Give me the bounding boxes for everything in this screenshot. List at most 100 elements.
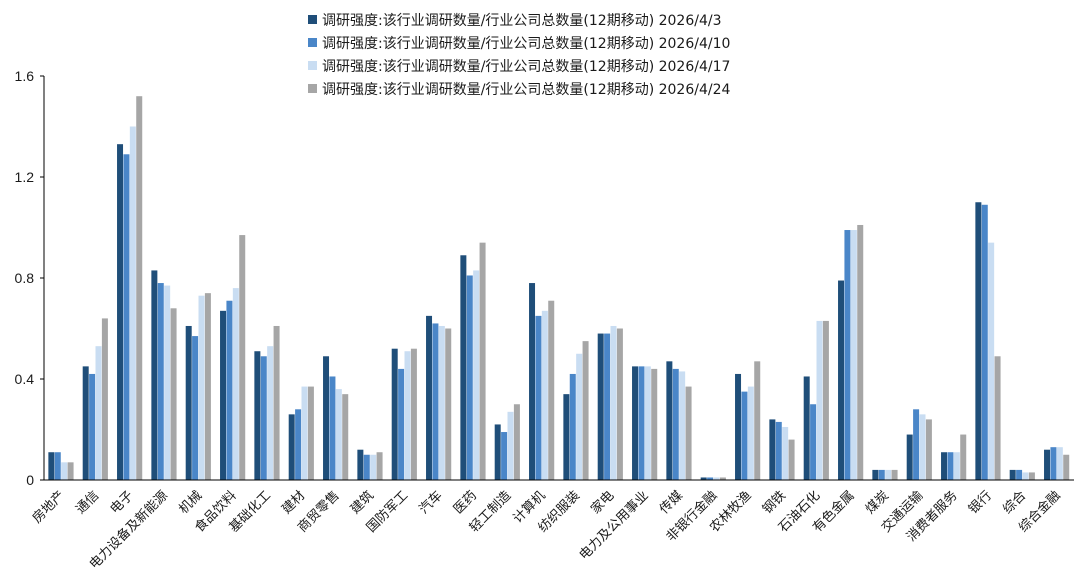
bar bbox=[117, 144, 124, 481]
x-tick-label: 综合 bbox=[1000, 488, 1029, 517]
bar bbox=[357, 449, 364, 480]
bar bbox=[198, 295, 205, 480]
bar bbox=[666, 361, 673, 480]
legend-swatch bbox=[308, 15, 317, 24]
bar bbox=[501, 432, 508, 480]
bar bbox=[857, 224, 864, 480]
bars bbox=[48, 96, 1070, 481]
bar bbox=[220, 310, 227, 480]
y-axis: 0 0.4 0.8 1.2 1.6 bbox=[15, 68, 45, 488]
bar bbox=[1016, 469, 1023, 480]
bar bbox=[644, 366, 651, 480]
x-tick-label: 钢铁 bbox=[760, 488, 789, 517]
bar bbox=[494, 424, 501, 480]
bar bbox=[460, 255, 467, 480]
legend-label: 调研强度:该行业调研数量/行业公司总数量(12期移动) 2026/4/24 bbox=[322, 81, 731, 98]
bar bbox=[48, 452, 55, 480]
legend-swatch bbox=[308, 38, 317, 47]
bar bbox=[947, 452, 954, 480]
bar bbox=[775, 421, 782, 480]
bar bbox=[157, 283, 164, 480]
x-axis: 房地产 通信 电子电力设备及新能源 机械食品饮料基础化工 建材商贸零售 建筑国防军工 汽车医… bbox=[29, 479, 1074, 572]
bar bbox=[529, 283, 536, 480]
bar bbox=[651, 368, 658, 480]
bar bbox=[432, 323, 439, 480]
bar bbox=[239, 235, 246, 480]
bar bbox=[822, 320, 829, 480]
bar bbox=[391, 348, 398, 480]
legend-label: 调研强度:该行业调研数量/行业公司总数量(12期移动) 2026/4/3 bbox=[322, 12, 722, 29]
bar bbox=[410, 348, 417, 480]
bar bbox=[129, 126, 136, 480]
x-tick-label: 医药 bbox=[451, 488, 480, 517]
bar bbox=[479, 242, 486, 480]
legend-label: 调研强度:该行业调研数量/行业公司总数量(12期移动) 2026/4/17 bbox=[322, 58, 731, 75]
bar bbox=[885, 469, 892, 480]
x-tick-label: 煤炭 bbox=[863, 488, 892, 517]
x-tick-label: 家电 bbox=[588, 488, 618, 518]
bar bbox=[988, 242, 995, 480]
bar bbox=[363, 454, 370, 480]
bar bbox=[1022, 472, 1029, 480]
bar bbox=[295, 409, 302, 480]
bar bbox=[101, 318, 108, 480]
bar bbox=[597, 333, 604, 480]
bar bbox=[719, 477, 726, 480]
bar bbox=[329, 376, 336, 480]
bar bbox=[273, 325, 280, 480]
bar bbox=[301, 386, 308, 480]
bar bbox=[61, 462, 68, 480]
bar bbox=[975, 202, 982, 480]
bar bbox=[370, 454, 377, 480]
bar bbox=[254, 351, 261, 480]
bar bbox=[610, 325, 617, 480]
bar bbox=[685, 386, 692, 480]
bar bbox=[735, 373, 742, 480]
bar bbox=[604, 333, 611, 480]
bar bbox=[582, 341, 589, 480]
bar bbox=[404, 351, 411, 480]
x-tick-label: 建材 bbox=[279, 488, 308, 517]
legend-label: 调研强度:该行业调研数量/行业公司总数量(12期移动) 2026/4/10 bbox=[322, 35, 731, 52]
bar bbox=[994, 356, 1001, 480]
y-tick-label: 1.6 bbox=[15, 68, 35, 84]
bar bbox=[204, 293, 211, 480]
bar bbox=[872, 469, 879, 480]
bar bbox=[95, 346, 102, 480]
bar bbox=[164, 285, 171, 480]
bar bbox=[192, 336, 199, 480]
bar bbox=[679, 371, 686, 480]
bar bbox=[541, 310, 548, 480]
bar bbox=[850, 230, 857, 480]
bar bbox=[1044, 449, 1051, 480]
bar bbox=[1056, 447, 1063, 480]
bar bbox=[170, 308, 177, 480]
bar bbox=[878, 469, 885, 480]
y-tick-label: 0 bbox=[26, 472, 34, 488]
bar bbox=[754, 361, 761, 480]
x-tick-label: 机械 bbox=[176, 488, 205, 517]
bar bbox=[89, 373, 96, 480]
bar bbox=[507, 411, 514, 480]
x-tick-label: 汽车 bbox=[416, 488, 446, 518]
bar bbox=[1028, 472, 1035, 480]
bar bbox=[960, 434, 967, 480]
bar bbox=[919, 414, 926, 480]
bar bbox=[810, 404, 817, 480]
x-tick-label: 传媒 bbox=[657, 488, 686, 517]
bar bbox=[473, 270, 480, 480]
bar bbox=[323, 356, 330, 480]
bar bbox=[123, 154, 130, 480]
bar bbox=[782, 426, 789, 480]
bar bbox=[151, 270, 158, 480]
bar bbox=[335, 389, 342, 480]
legend: 调研强度:该行业调研数量/行业公司总数量(12期移动) 2026/4/3 调研强度… bbox=[308, 8, 730, 100]
bar bbox=[445, 328, 452, 480]
bar bbox=[953, 452, 960, 480]
bar bbox=[376, 452, 383, 480]
bar bbox=[513, 404, 520, 480]
bar bbox=[67, 462, 74, 480]
bar bbox=[981, 204, 988, 480]
y-tick-label: 0.8 bbox=[15, 270, 35, 286]
bar bbox=[838, 280, 845, 480]
